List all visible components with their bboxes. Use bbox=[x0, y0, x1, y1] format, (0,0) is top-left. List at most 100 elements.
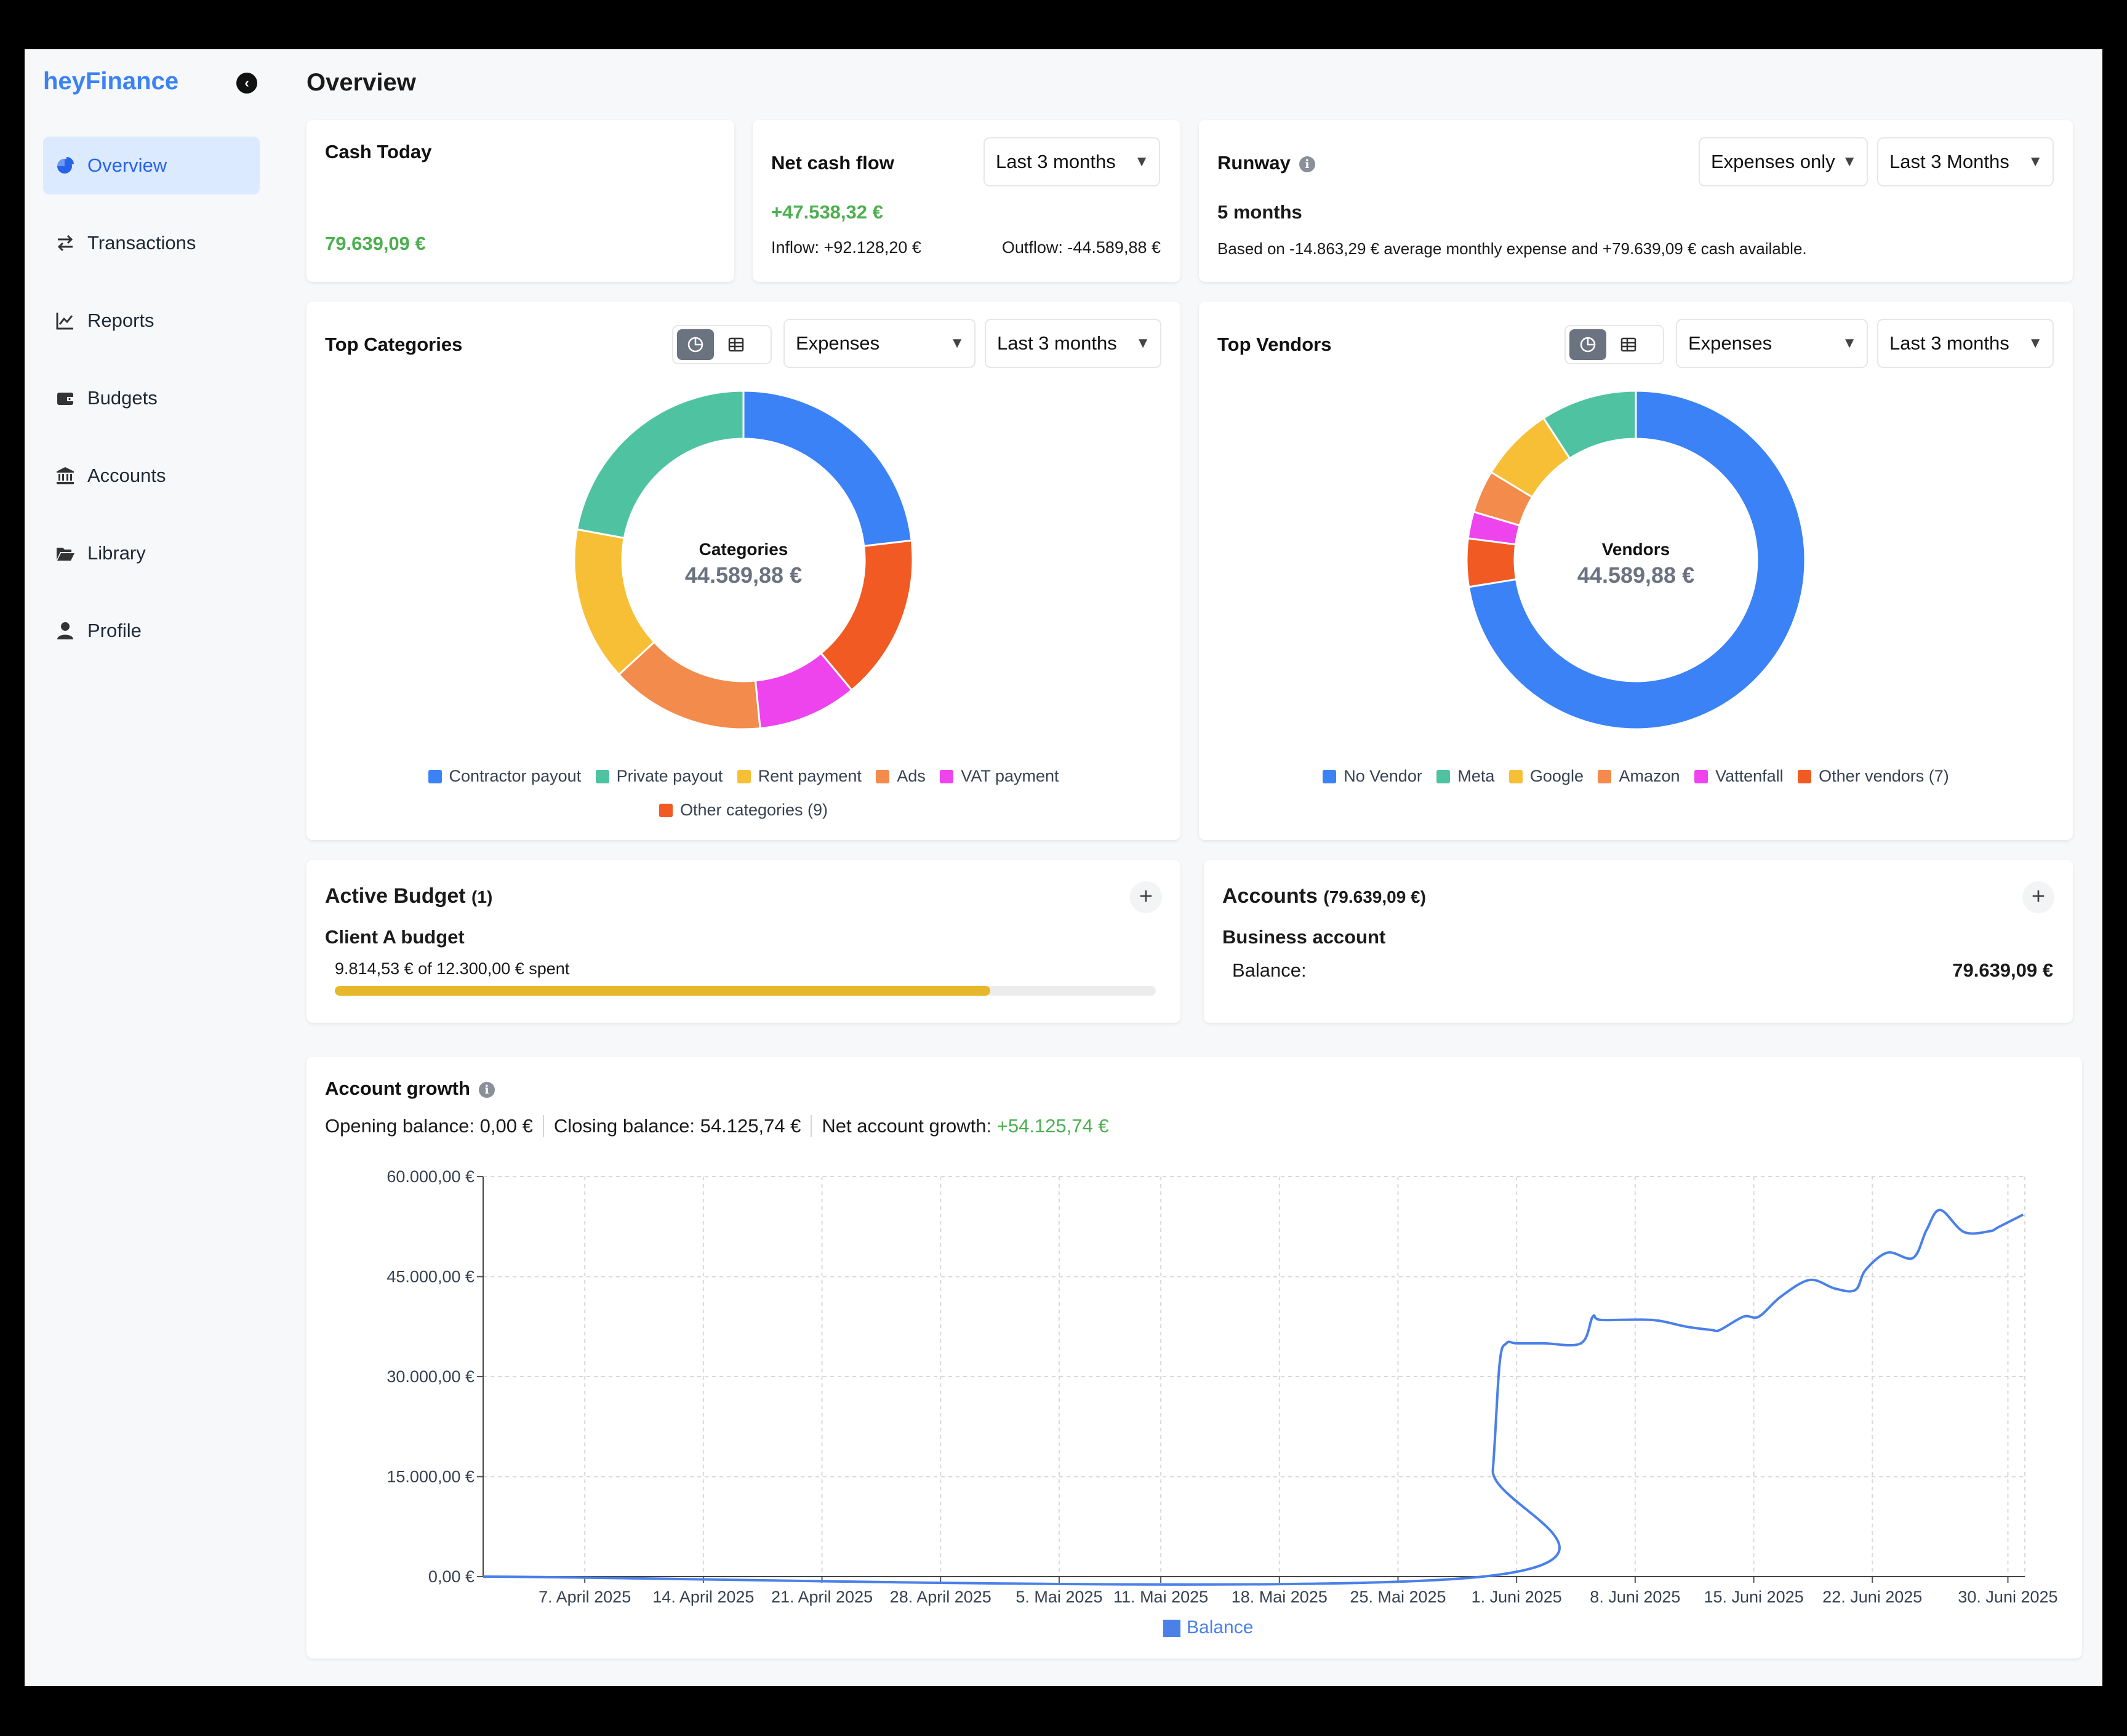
account-growth-line-chart[interactable]: 0,00 € 15.000,00 € 30.000,00 € 45.000,00 € 6… bbox=[306, 1149, 2082, 1658]
legend-item[interactable]: No Vendor bbox=[1323, 767, 1422, 786]
donut-center-label: Categories bbox=[699, 540, 788, 559]
legend-item[interactable]: VAT payment bbox=[940, 767, 1059, 786]
donut-slice-google[interactable] bbox=[1489, 417, 1571, 498]
top-categories-card: Top Categories Expenses ▼ Last 3 months ▼ … bbox=[306, 302, 1180, 840]
select-value: Expenses bbox=[1688, 332, 1772, 354]
pie-view-toggle[interactable] bbox=[1569, 329, 1606, 360]
sidebar-item-label: Transactions bbox=[87, 232, 196, 254]
pie-view-toggle[interactable] bbox=[677, 329, 714, 360]
vendors-type-select[interactable]: Expenses ▼ bbox=[1676, 319, 1868, 368]
account-name[interactable]: Business account bbox=[1222, 926, 1386, 948]
cash-today-title: Cash Today bbox=[325, 141, 432, 162]
sidebar-item-transactions[interactable]: Transactions bbox=[43, 214, 260, 272]
x-tick-label: 5. Mai 2025 bbox=[1015, 1588, 1102, 1606]
view-toggle bbox=[672, 325, 772, 364]
bank-icon bbox=[54, 465, 76, 487]
collapse-sidebar-button[interactable]: ‹ bbox=[236, 73, 257, 94]
inflow-text: Inflow: +92.128,20 € bbox=[771, 238, 921, 257]
legend-label: No Vendor bbox=[1344, 767, 1422, 785]
legend-item[interactable]: Rent payment bbox=[737, 767, 862, 786]
wallet-icon bbox=[54, 387, 76, 409]
donut-slice-contractor-payout[interactable] bbox=[742, 390, 913, 547]
sidebar-item-profile[interactable]: Profile bbox=[43, 602, 260, 660]
table-view-toggle[interactable] bbox=[718, 329, 755, 360]
donut-slice-other-vendors-7[interactable] bbox=[1465, 537, 1518, 588]
donut-slice-vattenfall[interactable] bbox=[1467, 510, 1521, 546]
pie-chart-icon bbox=[1580, 337, 1596, 353]
info-icon[interactable]: i bbox=[478, 1082, 495, 1098]
net-cash-flow-period-select[interactable]: Last 3 months ▼ bbox=[983, 137, 1160, 186]
balance-label: Balance: bbox=[1232, 959, 1307, 981]
accounts-title: Accounts (79.639,09 €) bbox=[1222, 884, 1426, 908]
sidebar: heyFinance ‹ Overview Transactions Repor… bbox=[25, 49, 283, 1686]
sidebar-item-budgets[interactable]: Budgets bbox=[43, 369, 260, 427]
legend-item[interactable]: Amazon bbox=[1598, 767, 1680, 786]
legend-item[interactable]: Meta bbox=[1436, 767, 1494, 786]
net-cash-flow-title: Net cash flow bbox=[771, 152, 894, 174]
active-budget-count: (1) bbox=[471, 887, 493, 906]
account-growth-title: Account growth i bbox=[325, 1078, 495, 1100]
legend-swatch[interactable] bbox=[1163, 1620, 1180, 1637]
caret-down-icon: ▼ bbox=[950, 335, 964, 351]
categories-type-select[interactable]: Expenses ▼ bbox=[783, 319, 975, 368]
legend-item[interactable]: Private payout bbox=[595, 767, 723, 786]
active-budget-title: Active Budget (1) bbox=[325, 884, 492, 908]
net-growth-label: Net account growth: bbox=[822, 1115, 992, 1137]
donut-slice-no-vendor[interactable] bbox=[1467, 390, 1806, 730]
vendors-donut-chart[interactable]: Vendors 44.589,88 € bbox=[1451, 375, 1821, 745]
budget-name[interactable]: Client A budget bbox=[325, 926, 465, 948]
legend-item[interactable]: Google bbox=[1508, 767, 1584, 786]
donut-slice-private-payout[interactable] bbox=[575, 390, 745, 540]
swap-arrows-icon bbox=[54, 232, 76, 254]
y-tick-label: 60.000,00 € bbox=[387, 1167, 475, 1186]
legend-item[interactable]: Other categories (9) bbox=[659, 801, 828, 820]
add-account-button[interactable]: + bbox=[2022, 881, 2054, 913]
legend-label: Meta bbox=[1457, 767, 1495, 785]
account-growth-title-text: Account growth bbox=[325, 1078, 470, 1099]
donut-slice-other-categories-9[interactable] bbox=[819, 539, 914, 692]
runway-mode-select[interactable]: Expenses only ▼ bbox=[1699, 137, 1868, 186]
legend-label: Rent payment bbox=[758, 767, 862, 785]
legend-item[interactable]: Vattenfall bbox=[1694, 767, 1784, 786]
donut-slice-rent-payment[interactable] bbox=[573, 528, 656, 676]
legend-label: Other categories (9) bbox=[679, 801, 828, 819]
sidebar-item-accounts[interactable]: Accounts bbox=[43, 447, 260, 505]
legend-item[interactable]: Other vendors (7) bbox=[1798, 767, 1949, 786]
categories-period-select[interactable]: Last 3 months ▼ bbox=[985, 319, 1161, 368]
add-budget-button[interactable]: + bbox=[1130, 881, 1162, 913]
legend-label: Vattenfall bbox=[1715, 767, 1784, 785]
donut-slice-ads[interactable] bbox=[617, 641, 761, 730]
info-icon[interactable]: i bbox=[1299, 156, 1315, 172]
series-line-balance[interactable] bbox=[483, 1209, 2024, 1586]
table-view-toggle[interactable] bbox=[1610, 329, 1647, 360]
select-value: Expenses bbox=[796, 332, 880, 354]
legend-item[interactable]: Ads bbox=[876, 767, 926, 786]
x-tick-label: 7. April 2025 bbox=[539, 1588, 631, 1606]
donut-slice-vat-payment[interactable] bbox=[754, 652, 854, 730]
x-tick-label: 1. Juni 2025 bbox=[1472, 1588, 1562, 1606]
categories-legend: Contractor payout Private payout Rent pa… bbox=[306, 767, 1180, 786]
x-tick-label: 30. Juni 2025 bbox=[1958, 1588, 2057, 1606]
categories-donut-chart[interactable]: Categories 44.589,88 € bbox=[559, 375, 928, 745]
line-chart-icon bbox=[54, 310, 76, 332]
sidebar-item-library[interactable]: Library bbox=[43, 524, 260, 582]
view-toggle bbox=[1564, 325, 1664, 364]
vendors-period-select[interactable]: Last 3 months ▼ bbox=[1877, 319, 2054, 368]
table-icon bbox=[1620, 337, 1636, 352]
categories-legend-row2: Other categories (9) bbox=[306, 801, 1180, 820]
brand-logo[interactable]: heyFinance bbox=[43, 68, 179, 95]
sidebar-item-overview[interactable]: Overview bbox=[43, 137, 260, 194]
runway-value: 5 months bbox=[1217, 201, 1302, 223]
donut-slice-amazon[interactable] bbox=[1472, 471, 1534, 527]
legend-label: Other vendors (7) bbox=[1819, 767, 1949, 785]
y-tick-label: 30.000,00 € bbox=[387, 1367, 475, 1386]
sidebar-item-reports[interactable]: Reports bbox=[43, 292, 260, 350]
legend-item[interactable]: Contractor payout bbox=[428, 767, 581, 786]
legend-label[interactable]: Balance bbox=[1187, 1617, 1253, 1638]
budget-progress-fill bbox=[335, 986, 990, 996]
top-categories-title: Top Categories bbox=[325, 334, 463, 355]
select-value: Last 3 months bbox=[997, 332, 1117, 354]
select-value: Last 3 months bbox=[1889, 332, 2009, 354]
runway-period-select[interactable]: Last 3 Months ▼ bbox=[1877, 137, 2054, 186]
folder-open-icon bbox=[54, 542, 76, 564]
